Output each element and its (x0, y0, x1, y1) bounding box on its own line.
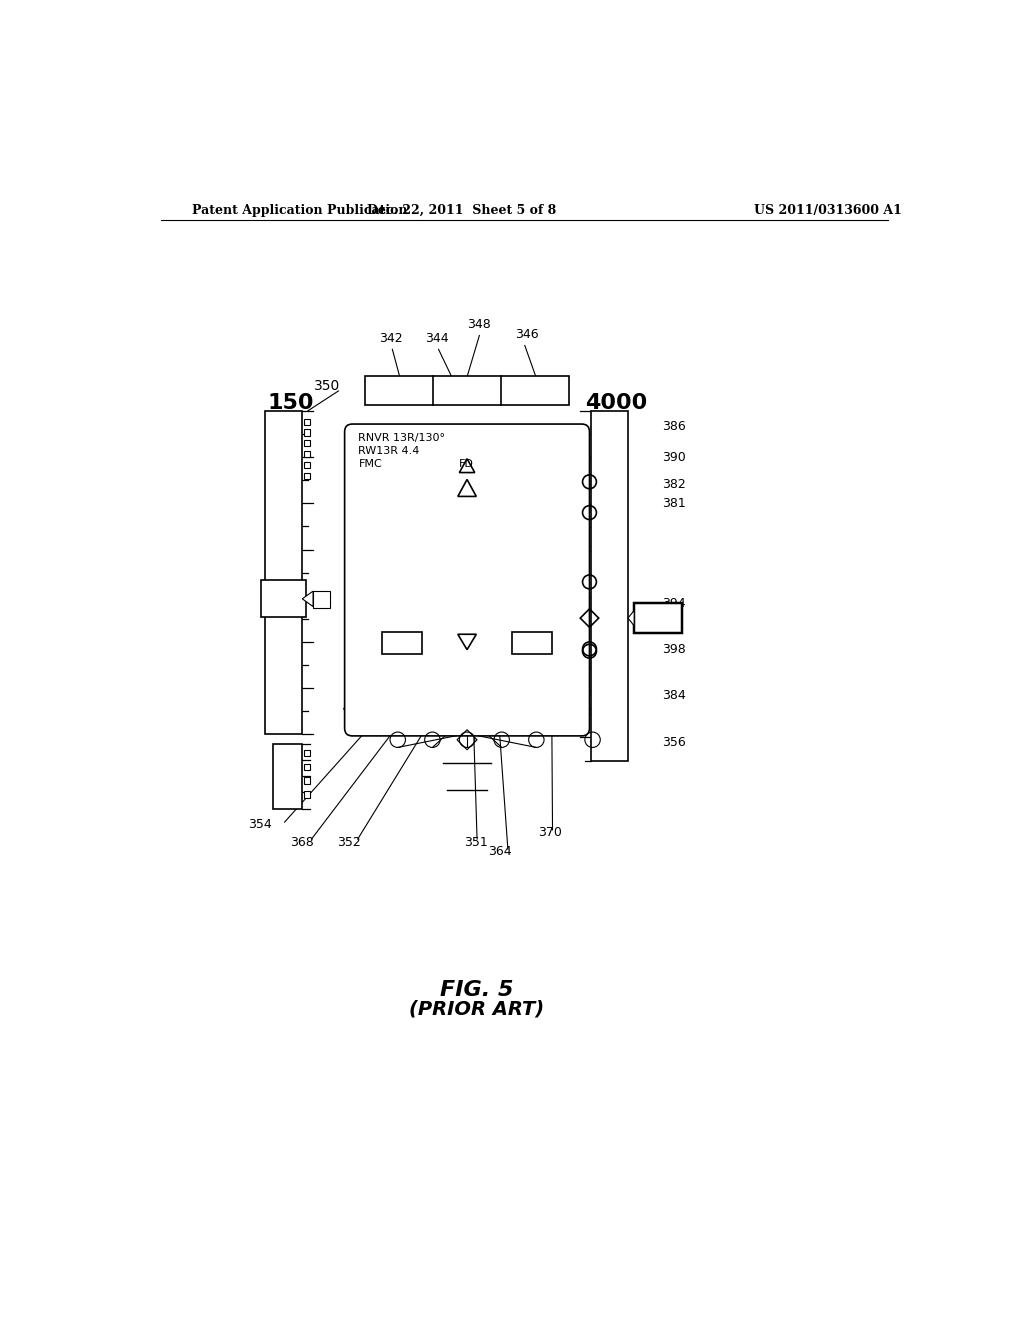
Bar (591, 411, 628, 762)
Bar (265, 411, 302, 734)
Text: 200: 200 (649, 611, 679, 626)
Text: 364: 364 (488, 845, 512, 858)
FancyBboxPatch shape (345, 424, 590, 737)
Text: 4000: 4000 (585, 393, 647, 413)
Text: 382: 382 (662, 478, 686, 491)
Text: 0: 0 (286, 603, 294, 616)
Polygon shape (628, 610, 634, 626)
Bar (304, 418, 310, 425)
Text: 342: 342 (379, 331, 402, 345)
Text: FD: FD (460, 459, 474, 470)
Text: 390: 390 (662, 450, 686, 463)
Text: 384: 384 (662, 689, 686, 702)
Text: 344: 344 (425, 331, 449, 345)
Bar (304, 462, 310, 469)
Bar (382, 632, 422, 653)
Text: 150: 150 (267, 393, 314, 413)
Text: 356: 356 (662, 735, 686, 748)
Bar (304, 792, 310, 797)
Bar (304, 441, 310, 446)
Text: 368: 368 (290, 836, 313, 849)
Text: 398: 398 (662, 643, 686, 656)
Text: (PRIOR ART): (PRIOR ART) (410, 999, 545, 1019)
Text: 394: 394 (662, 597, 685, 610)
Text: 352: 352 (337, 836, 360, 849)
Text: RNVR 13R/130°: RNVR 13R/130° (358, 433, 445, 444)
Text: Dec. 22, 2011  Sheet 5 of 8: Dec. 22, 2011 Sheet 5 of 8 (367, 205, 556, 218)
Text: 346: 346 (515, 327, 539, 341)
Bar (304, 750, 310, 756)
Text: 386: 386 (662, 420, 686, 433)
Text: 370: 370 (539, 826, 562, 840)
Text: 351: 351 (464, 836, 487, 849)
Text: 381: 381 (662, 496, 686, 510)
Text: FMC: FMC (358, 459, 382, 470)
Bar (304, 429, 310, 436)
Bar (512, 632, 552, 653)
Bar (304, 763, 310, 770)
Text: FIG. 5: FIG. 5 (440, 979, 514, 1001)
Text: 350: 350 (313, 379, 340, 392)
Text: FAC: FAC (455, 383, 480, 397)
Bar (304, 777, 310, 784)
Bar (313, 591, 330, 609)
Bar (304, 473, 310, 479)
Text: 1: 1 (286, 591, 294, 603)
Text: Patent Application Publication: Patent Application Publication (193, 205, 408, 218)
Polygon shape (302, 591, 313, 607)
Text: 1: 1 (638, 611, 648, 626)
Text: 354: 354 (248, 818, 271, 832)
Text: SPD: SPD (385, 383, 414, 397)
Text: US 2011/0313600 A1: US 2011/0313600 A1 (755, 205, 902, 218)
Bar (304, 451, 310, 457)
Bar (634, 603, 682, 632)
Text: RW13R 4.4: RW13R 4.4 (358, 446, 420, 455)
Bar (273, 743, 302, 809)
Text: 14: 14 (266, 598, 287, 612)
Bar (261, 581, 306, 618)
Text: 348: 348 (468, 318, 492, 331)
Text: G/P: G/P (523, 383, 547, 397)
Bar (366, 376, 569, 405)
